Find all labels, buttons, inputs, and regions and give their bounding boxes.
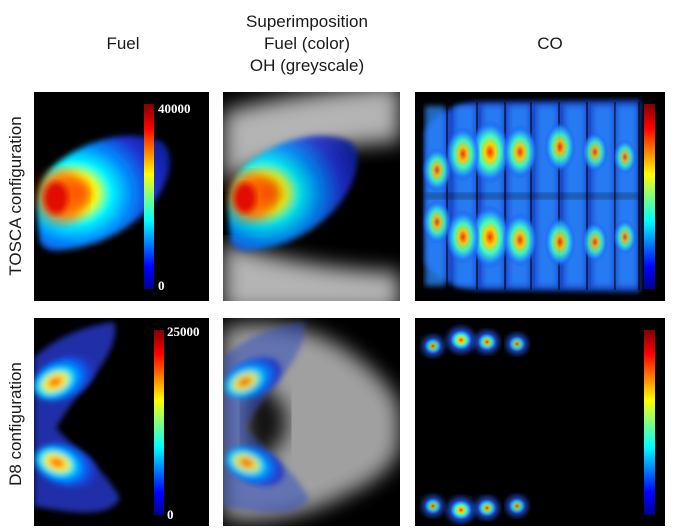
d8-fuel-colorbar-max: 25000 [167,324,200,339]
column-title-fuel-text: Fuel [106,34,140,53]
d8-superimposition-image [223,318,400,526]
column-title-superimposition-line1: Superimposition [246,12,368,31]
tosca-fuel-image: 40000 0 [34,92,209,301]
d8-fuel-colorbar [154,330,164,515]
tosca-fuel-colorbar [144,104,154,289]
column-title-superimposition-line3: OH (greyscale) [249,56,365,75]
tosca-superimposition-image [223,92,400,301]
row-title-d8: D8 configuration [6,362,25,486]
column-title-co: CO [510,33,590,55]
d8-fuel-colorbar-min: 0 [167,507,174,522]
d8-fuel-image: 25000 0 [34,318,209,526]
d8-co-field [422,327,528,523]
tosca-co-field [422,100,640,292]
tosca-co-colorbar [644,104,655,289]
tosca-fuel-colorbar-min: 0 [158,278,165,293]
tosca-co-image: 600 0 [415,92,665,301]
column-title-co-text: CO [537,34,563,53]
d8-co-image: 200 0 [415,318,665,526]
column-title-fuel: Fuel [88,33,158,55]
d8-co-colorbar [644,330,655,515]
tosca-fuel-colorbar-max: 40000 [158,101,191,116]
column-title-superimposition: Superimposition Fuel (color) OH (greysca… [222,11,392,77]
column-title-superimposition-line2: Fuel (color) [264,34,350,53]
row-title-tosca: TOSCA configuration [6,116,25,276]
